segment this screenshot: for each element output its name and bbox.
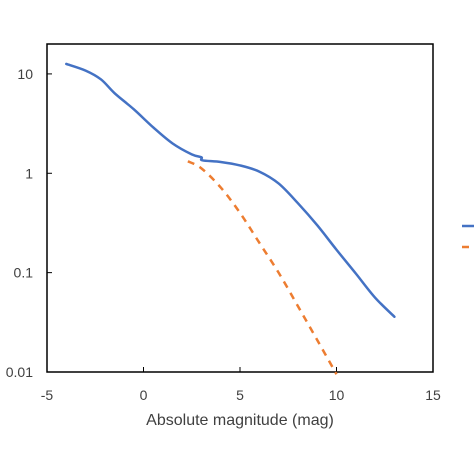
y-tick-label: 0.01 xyxy=(6,364,33,380)
plot-area xyxy=(46,43,434,373)
series-line-2 xyxy=(187,160,338,375)
y-tick-label: 0.1 xyxy=(14,265,34,281)
series-line-1 xyxy=(65,62,396,318)
x-tick-label: 10 xyxy=(329,387,345,403)
legend xyxy=(462,224,474,249)
x-axis-label: Absolute magnitude (mag) xyxy=(146,412,334,429)
series-group xyxy=(65,62,396,375)
x-tick-label: 15 xyxy=(425,387,441,403)
x-tick-label: 5 xyxy=(236,387,244,403)
y-axis: 0.01 0.1 1 10 xyxy=(6,66,52,380)
x-tick-label: 0 xyxy=(140,387,148,403)
y-tick-label: 10 xyxy=(17,66,33,82)
x-axis: -5 0 5 10 15 xyxy=(41,367,441,403)
x-tick-label: -5 xyxy=(41,387,54,403)
y-tick-label: 1 xyxy=(25,165,33,181)
